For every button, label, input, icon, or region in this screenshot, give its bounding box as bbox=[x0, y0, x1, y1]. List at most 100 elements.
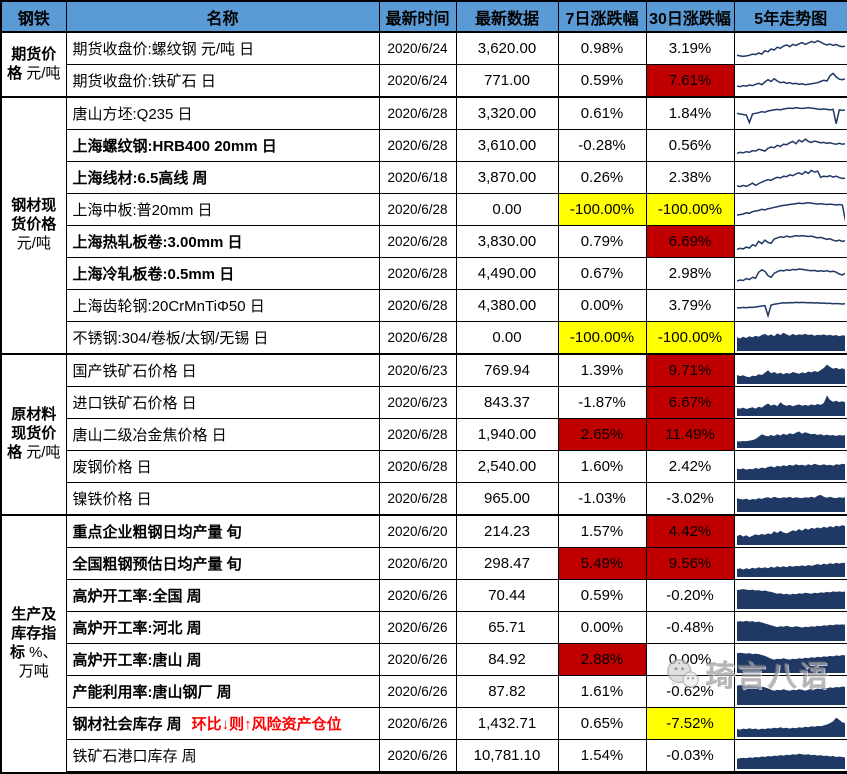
cell-30d-change: -100.00% bbox=[645, 193, 735, 226]
cell-30d-change: -0.03% bbox=[645, 739, 735, 774]
cell-30d-change: 6.69% bbox=[645, 225, 735, 258]
cell-7d-change: 1.60% bbox=[557, 450, 647, 483]
cell-latest-time: 2020/6/24 bbox=[378, 31, 457, 65]
cell-latest-data: 843.37 bbox=[455, 386, 559, 419]
table-row: 生产及库存指标 %、万吨 重点企业粗钢日均产量 旬 2020/6/20 214.… bbox=[0, 514, 847, 773]
cell-indicator-name: 高炉开工率:全国 周 bbox=[65, 579, 380, 612]
header-latest-time: 最新时间 bbox=[378, 0, 457, 33]
cell-latest-time: 2020/6/26 bbox=[378, 643, 457, 676]
cell-latest-data: 0.00 bbox=[455, 321, 559, 355]
sparkline-chart bbox=[736, 394, 845, 416]
header-name: 名称 bbox=[65, 0, 380, 33]
group-category-cell: 原材料现货价格 元/吨 bbox=[0, 353, 67, 516]
cell-7d-change: 0.00% bbox=[557, 289, 647, 322]
cell-latest-time: 2020/6/28 bbox=[378, 289, 457, 322]
indicator-name: 全国粗钢预估日均产量 旬 bbox=[72, 556, 242, 573]
table-row: 上海齿轮钢:20CrMnTiΦ50 日 2020/6/28 4,380.00 0… bbox=[1, 289, 847, 322]
cell-sparkline bbox=[733, 225, 847, 258]
table-row: 上海螺纹钢:HRB400 20mm 日 2020/6/28 3,610.00 -… bbox=[1, 129, 847, 162]
cell-latest-time: 2020/6/26 bbox=[378, 675, 457, 708]
group-title: 钢材现货价格 bbox=[11, 197, 57, 234]
cell-sparkline bbox=[733, 579, 847, 612]
cell-7d-change: 0.98% bbox=[557, 31, 647, 65]
sparkline-chart bbox=[737, 101, 846, 127]
sparkline-chart bbox=[737, 197, 846, 223]
sparkline-chart bbox=[736, 524, 845, 545]
cell-sparkline bbox=[733, 611, 847, 644]
table-row: 钢材现货价格 元/吨 唐山方坯:Q235 日 2020/6/28 3,320.0… bbox=[0, 96, 847, 355]
table-row: 产能利用率:唐山钢厂 周 2020/6/26 87.82 1.61% -0.62… bbox=[1, 675, 847, 708]
cell-latest-data: 1,940.00 bbox=[455, 418, 559, 451]
cell-7d-change: 0.65% bbox=[557, 707, 647, 740]
cell-latest-data: 10,781.10 bbox=[455, 739, 559, 774]
cell-7d-change: -1.87% bbox=[557, 386, 647, 419]
cell-latest-time: 2020/6/28 bbox=[378, 193, 457, 226]
cell-latest-data: 965.00 bbox=[455, 482, 559, 516]
cell-latest-data: 298.47 bbox=[455, 547, 559, 580]
sparkline-chart bbox=[736, 753, 845, 769]
table-row: 上海中板:普20mm 日 2020/6/28 0.00 -100.00% -10… bbox=[1, 193, 847, 226]
cell-sparkline bbox=[733, 707, 847, 740]
indicator-name: 期货收盘价:铁矿石 日 bbox=[72, 73, 216, 90]
cell-7d-change: 5.49% bbox=[557, 547, 647, 580]
cell-7d-change: 1.54% bbox=[557, 739, 647, 774]
cell-sparkline bbox=[733, 321, 847, 355]
sparkline-chart bbox=[736, 620, 845, 641]
table-row: 镍铁价格 日 2020/6/28 965.00 -1.03% -3.02% bbox=[1, 482, 847, 516]
group-unit: %、万吨 bbox=[18, 643, 58, 680]
cell-30d-change: 2.42% bbox=[645, 450, 735, 483]
cell-indicator-name: 高炉开工率:河北 周 bbox=[65, 611, 380, 644]
cell-sparkline bbox=[733, 129, 847, 162]
cell-sparkline bbox=[733, 547, 847, 580]
sparkline-chart bbox=[737, 133, 846, 159]
cell-latest-time: 2020/6/23 bbox=[378, 386, 457, 419]
cell-7d-change: 0.59% bbox=[557, 579, 647, 612]
cell-sparkline bbox=[733, 482, 847, 516]
indicator-name: 唐山二级冶金焦价格 日 bbox=[72, 427, 227, 444]
cell-indicator-name: 期货收盘价:螺纹钢 元/吨 日 bbox=[65, 31, 380, 65]
cell-latest-data: 214.23 bbox=[455, 514, 559, 548]
cell-sparkline bbox=[733, 739, 847, 774]
cell-latest-data: 4,380.00 bbox=[455, 289, 559, 322]
cell-30d-change: 9.56% bbox=[645, 547, 735, 580]
cell-7d-change: -100.00% bbox=[557, 193, 647, 226]
cell-30d-change: 0.00% bbox=[645, 643, 735, 676]
sparkline-chart bbox=[736, 430, 845, 448]
cell-latest-time: 2020/6/26 bbox=[378, 739, 457, 774]
sparkline-chart bbox=[737, 165, 846, 191]
cell-sparkline bbox=[733, 193, 847, 226]
cell-indicator-name: 镍铁价格 日 bbox=[65, 482, 380, 516]
cell-7d-change: -100.00% bbox=[557, 321, 647, 355]
table-row: 全国粗钢预估日均产量 旬 2020/6/20 298.47 5.49% 9.56… bbox=[1, 547, 847, 580]
cell-sparkline bbox=[733, 418, 847, 451]
cell-sparkline bbox=[733, 514, 847, 548]
cell-sparkline bbox=[733, 675, 847, 708]
indicator-name: 产能利用率:唐山钢厂 周 bbox=[72, 684, 232, 701]
cell-30d-change: 3.79% bbox=[645, 289, 735, 322]
cell-latest-data: 1,432.71 bbox=[455, 707, 559, 740]
cell-indicator-name: 全国粗钢预估日均产量 旬 bbox=[65, 547, 380, 580]
cell-30d-change: -7.52% bbox=[645, 707, 735, 740]
group-unit: 元/吨 bbox=[26, 443, 61, 461]
sparkline-chart bbox=[736, 562, 845, 577]
indicator-name: 不锈钢:304/卷板/太钢/无锡 日 bbox=[72, 330, 269, 347]
sparkline-chart bbox=[737, 293, 846, 319]
cell-sparkline bbox=[733, 96, 847, 130]
cell-sparkline bbox=[733, 643, 847, 676]
cell-latest-data: 2,540.00 bbox=[455, 450, 559, 483]
sparkline-chart bbox=[737, 68, 846, 94]
sparkline-chart bbox=[736, 588, 845, 609]
indicator-name: 上海冷轧板卷:0.5mm 日 bbox=[72, 266, 235, 283]
cell-indicator-name: 唐山方坯:Q235 日 bbox=[65, 96, 380, 130]
cell-latest-time: 2020/6/26 bbox=[378, 611, 457, 644]
cell-7d-change: 2.65% bbox=[557, 418, 647, 451]
cell-indicator-name: 上海冷轧板卷:0.5mm 日 bbox=[65, 257, 380, 290]
table-row: 高炉开工率:全国 周 2020/6/26 70.44 0.59% -0.20% bbox=[1, 579, 847, 612]
cell-indicator-name: 高炉开工率:唐山 周 bbox=[65, 643, 380, 676]
sparkline-chart bbox=[737, 36, 846, 62]
cell-30d-change: 9.71% bbox=[645, 353, 735, 387]
cell-indicator-name: 重点企业粗钢日均产量 旬 bbox=[65, 514, 380, 548]
cell-latest-data: 3,320.00 bbox=[455, 96, 559, 130]
cell-latest-time: 2020/6/24 bbox=[378, 64, 457, 98]
